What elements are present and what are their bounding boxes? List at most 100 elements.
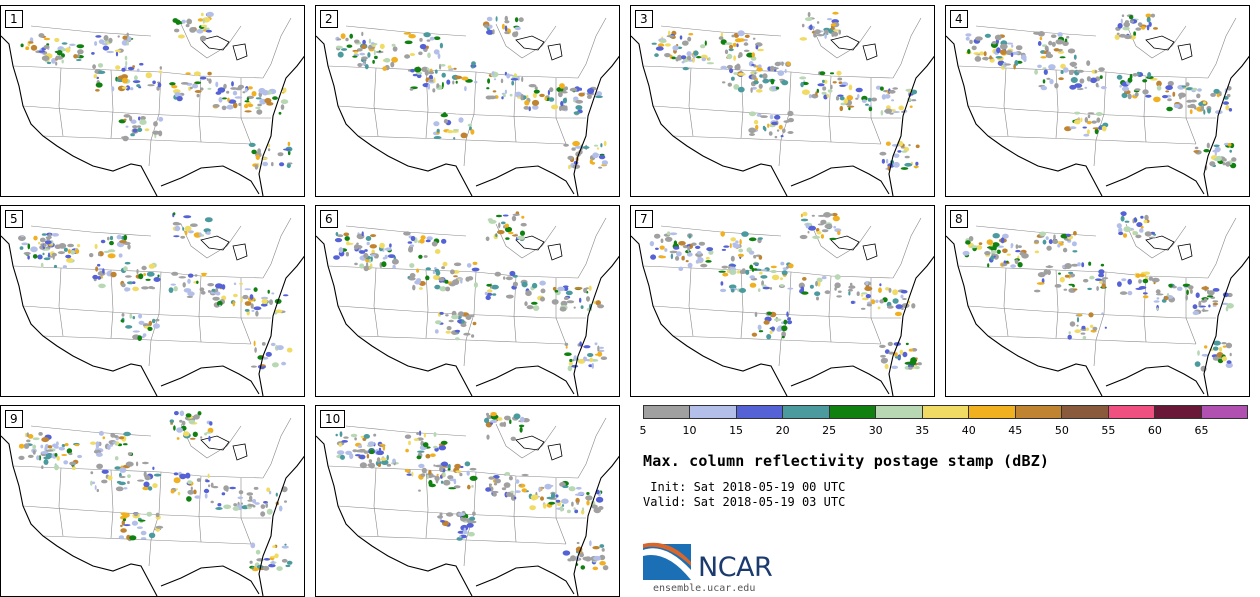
reflectivity-echo xyxy=(113,435,119,438)
reflectivity-echo xyxy=(820,219,827,225)
reflectivity-echo xyxy=(819,71,826,76)
reflectivity-echo xyxy=(538,486,542,493)
reflectivity-echo xyxy=(504,15,508,22)
reflectivity-echo xyxy=(184,225,192,232)
panel-number-label: 4 xyxy=(950,10,968,28)
reflectivity-echo xyxy=(433,274,441,281)
reflectivity-echo xyxy=(720,288,727,293)
reflectivity-echo xyxy=(180,82,189,85)
reflectivity-echo xyxy=(827,89,833,93)
reflectivity-echo xyxy=(197,18,204,22)
reflectivity-echo xyxy=(848,84,853,91)
reflectivity-echo xyxy=(576,502,579,505)
reflectivity-echo xyxy=(433,136,442,139)
reflectivity-echo xyxy=(1221,302,1229,305)
reflectivity-echo xyxy=(569,87,578,92)
state-border xyxy=(660,225,782,237)
reflectivity-echo xyxy=(461,76,469,81)
reflectivity-echo xyxy=(901,303,910,309)
reflectivity-echo xyxy=(433,49,440,55)
reflectivity-echo xyxy=(93,74,98,79)
reflectivity-echo xyxy=(975,36,983,41)
reflectivity-echo xyxy=(565,345,568,349)
reflectivity-echo xyxy=(339,431,343,437)
reflectivity-echo xyxy=(1196,93,1201,99)
reflectivity-echo xyxy=(408,34,416,39)
state-border xyxy=(810,223,872,259)
reflectivity-echo xyxy=(603,140,607,147)
reflectivity-echo xyxy=(1155,289,1161,294)
reflectivity-echo xyxy=(1015,249,1021,253)
reflectivity-echo xyxy=(452,80,455,85)
reflectivity-echo xyxy=(1069,61,1078,67)
reflectivity-echo xyxy=(892,111,900,113)
reflectivity-echo xyxy=(437,515,444,519)
reflectivity-echo xyxy=(1146,16,1151,23)
reflectivity-echo xyxy=(598,166,603,169)
reflectivity-echo xyxy=(132,330,140,333)
reflectivity-echo xyxy=(95,266,99,272)
reflectivity-echo xyxy=(205,29,212,33)
reflectivity-echo xyxy=(37,254,43,260)
reflectivity-echo xyxy=(1037,41,1042,46)
reflectivity-echo xyxy=(1146,24,1150,31)
reflectivity-echo xyxy=(807,11,811,18)
reflectivity-echo xyxy=(115,486,124,492)
reflectivity-echo xyxy=(540,288,546,294)
reflectivity-echo xyxy=(187,489,194,495)
reflectivity-echo xyxy=(250,303,254,309)
reflectivity-echo xyxy=(577,491,585,496)
reflectivity-echo xyxy=(1069,84,1077,90)
reflectivity-echo xyxy=(860,292,868,295)
state-border xyxy=(337,505,586,519)
reflectivity-echo xyxy=(404,434,412,439)
colorbar-tick-labels: 5 10 15 20 25 30 35 40 45 50 55 60 65 xyxy=(640,424,1248,438)
reflectivity-echo xyxy=(448,464,451,469)
reflectivity-echo xyxy=(595,496,604,503)
reflectivity-echo xyxy=(891,365,899,369)
reflectivity-echo xyxy=(223,504,232,510)
reflectivity-echo xyxy=(275,492,278,497)
reflectivity-echo xyxy=(1227,142,1232,147)
reflectivity-echo xyxy=(174,225,181,232)
reflectivity-echo xyxy=(26,439,31,443)
reflectivity-echo xyxy=(1116,223,1122,229)
reflectivity-echo xyxy=(416,432,420,435)
reflectivity-echo xyxy=(1178,92,1186,98)
reflectivity-echo xyxy=(363,451,369,454)
reflectivity-echo xyxy=(181,19,186,24)
reflectivity-echo xyxy=(823,94,828,100)
reflectivity-echo xyxy=(1203,149,1210,153)
reflectivity-echo xyxy=(900,167,909,170)
reflectivity-echo xyxy=(1015,244,1019,249)
reflectivity-echo xyxy=(573,507,576,510)
reflectivity-echo xyxy=(526,94,529,99)
reflectivity-echo xyxy=(879,283,882,287)
reflectivity-echo xyxy=(69,461,77,466)
reflectivity-echo xyxy=(187,278,191,284)
reflectivity-echo xyxy=(410,235,416,242)
reflectivity-echo xyxy=(173,477,181,484)
state-border xyxy=(740,69,744,139)
reflectivity-echo xyxy=(880,354,886,358)
reflectivity-echo xyxy=(489,419,498,424)
reflectivity-echo xyxy=(253,486,259,490)
great-lakes xyxy=(200,35,248,61)
state-border xyxy=(577,217,607,279)
reflectivity-echo xyxy=(1165,85,1173,91)
reflectivity-echo xyxy=(498,222,501,229)
state-border xyxy=(22,505,271,519)
reflectivity-echo xyxy=(831,31,835,37)
reflectivity-echo xyxy=(418,254,423,259)
reflectivity-echo xyxy=(443,479,451,486)
reflectivity-echo xyxy=(440,480,444,484)
reflectivity-echo xyxy=(531,282,538,289)
reflectivity-echo xyxy=(748,127,756,134)
reflectivity-echo xyxy=(1095,278,1102,281)
reflectivity-echo xyxy=(817,281,821,287)
reflectivity-echo xyxy=(189,86,193,90)
reflectivity-echo xyxy=(973,52,980,55)
reflectivity-echo xyxy=(514,17,519,23)
reflectivity-echo xyxy=(45,449,54,452)
reflectivity-echo xyxy=(354,262,358,266)
